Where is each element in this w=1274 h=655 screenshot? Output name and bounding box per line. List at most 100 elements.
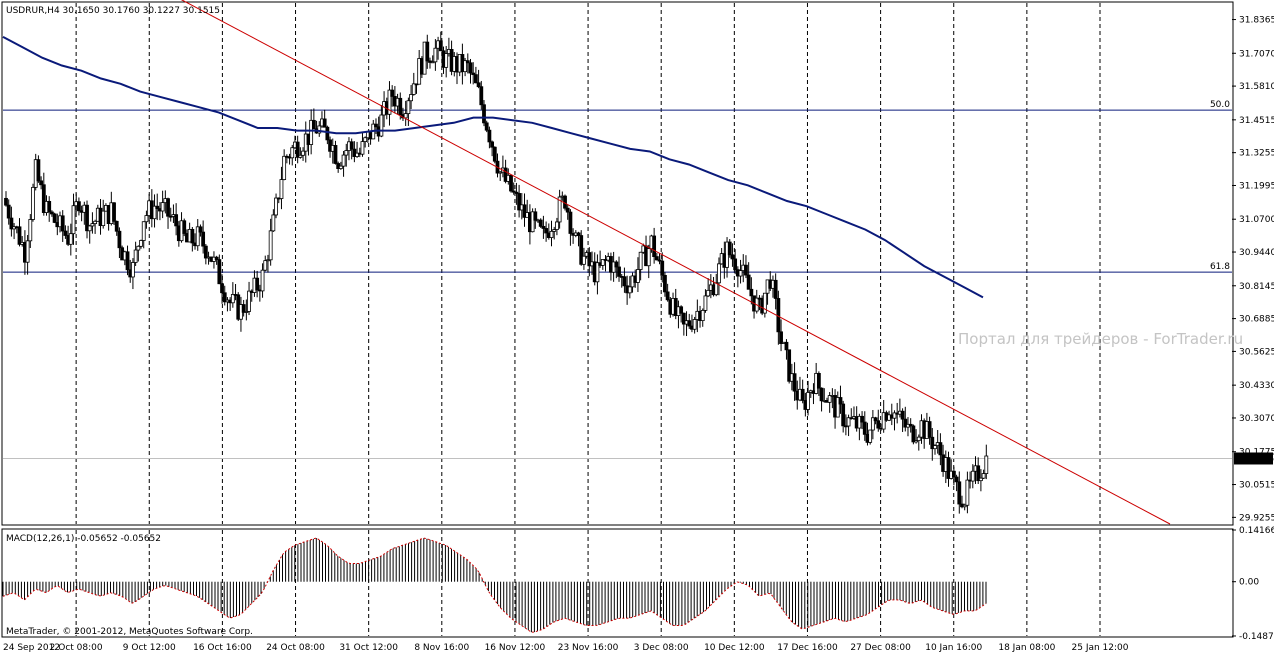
chart-title: USDRUR,H4 30.1650 30.1760 30.1227 30.151… <box>6 6 220 16</box>
candle-body <box>800 388 805 401</box>
candle-body <box>255 277 260 291</box>
candle-body <box>152 205 157 220</box>
candle-body <box>333 145 338 164</box>
candle-body <box>835 397 840 418</box>
candle-body <box>962 504 967 508</box>
candle-body <box>190 228 195 244</box>
candle-body <box>714 282 719 296</box>
candle-body <box>295 141 300 158</box>
candle-body <box>241 304 246 313</box>
candle-body <box>50 211 54 215</box>
trendline <box>180 0 1171 525</box>
candle-body <box>951 470 956 478</box>
candle-body <box>627 286 632 294</box>
candle-body <box>90 223 95 227</box>
candle-body <box>806 392 810 410</box>
candle-body <box>4 197 8 206</box>
moving-average <box>2 36 984 299</box>
candle-body <box>703 295 708 311</box>
candle-body <box>981 473 986 479</box>
candle-body <box>260 269 265 292</box>
candle-body <box>363 137 368 142</box>
candle-body <box>222 292 227 303</box>
candle-body <box>846 417 851 427</box>
candle-body <box>927 421 932 438</box>
candle-body <box>776 298 781 333</box>
candle-body <box>182 220 187 234</box>
candle-body <box>787 349 792 382</box>
candle-body <box>174 214 179 227</box>
candle-body <box>773 279 778 299</box>
time-tick-label: 2 Oct 08:00 <box>50 643 103 653</box>
candle-body <box>614 261 619 268</box>
candle-body <box>301 150 305 156</box>
candle-body <box>114 220 119 232</box>
macd-axis: 0.14166 0.00 -0.14875 <box>1232 526 1274 642</box>
time-tick-label: 17 Dec 16:00 <box>777 643 838 653</box>
candle-body <box>792 373 797 392</box>
current-price-box <box>1234 452 1273 465</box>
candle-body <box>247 290 251 312</box>
candle-body <box>827 395 832 403</box>
candle-body <box>39 180 44 186</box>
candle-body <box>195 226 200 247</box>
price-tick-label: 31.1995 <box>1239 181 1274 191</box>
candle-body <box>139 240 143 247</box>
candle-body <box>476 82 481 88</box>
candle-body <box>565 207 570 213</box>
price-tick-label: 30.0515 <box>1239 481 1274 491</box>
price-tick-label: 29.9255 <box>1239 513 1274 523</box>
candle-body <box>279 179 284 199</box>
candle-body <box>746 274 751 290</box>
candle-body <box>144 215 149 223</box>
candle-body <box>77 201 81 212</box>
time-tick-label: 31 Oct 12:00 <box>339 643 398 653</box>
candle-body <box>938 442 943 456</box>
price-tick-label: 31.3255 <box>1239 149 1274 159</box>
candles <box>4 31 989 514</box>
candle-body <box>876 420 881 429</box>
candle-body <box>341 154 346 167</box>
candle-body <box>892 412 897 419</box>
fibonacci-label: 61.8 <box>1210 262 1230 272</box>
candle-body <box>68 233 73 245</box>
macd-label: MACD(12,26,1) -0.05652 -0.05652 <box>6 534 161 544</box>
candle-body <box>374 123 378 128</box>
time-tick-label: 10 Jan 16:00 <box>925 643 982 653</box>
candle-body <box>117 230 122 249</box>
macd-tick-label: 0.00 <box>1239 578 1259 588</box>
candle-body <box>484 122 489 131</box>
candle-body <box>214 256 219 260</box>
candle-body <box>665 291 670 301</box>
candle-body <box>503 167 508 182</box>
price-tick-label: 31.8365 <box>1239 16 1274 26</box>
candle-body <box>406 100 411 115</box>
time-tick-label: 9 Oct 12:00 <box>123 643 176 653</box>
candle-body <box>681 312 686 325</box>
candle-body <box>311 119 316 130</box>
candle-body <box>317 125 322 134</box>
candle-body <box>552 229 557 232</box>
candle-body <box>155 205 160 209</box>
candle-body <box>911 425 916 443</box>
candle-body <box>862 421 867 435</box>
candle-body <box>166 198 170 217</box>
fibonacci-lines: 50.0 61.8 <box>3 100 1232 459</box>
candle-body <box>595 262 600 283</box>
price-tick-label: 31.5810 <box>1239 82 1274 92</box>
candle-body <box>881 412 886 430</box>
candle-body <box>244 311 249 313</box>
price-tick-label: 30.8145 <box>1239 282 1274 292</box>
candle-body <box>230 294 235 304</box>
candle-body <box>438 40 443 52</box>
candle-body <box>717 263 721 284</box>
candle-body <box>816 372 821 389</box>
candle-body <box>398 97 403 115</box>
candle-body <box>444 53 449 68</box>
candle-body <box>409 94 413 102</box>
candle-body <box>203 245 208 259</box>
candle-body <box>622 276 627 287</box>
candle-body <box>133 249 138 263</box>
candle-body <box>870 417 875 431</box>
